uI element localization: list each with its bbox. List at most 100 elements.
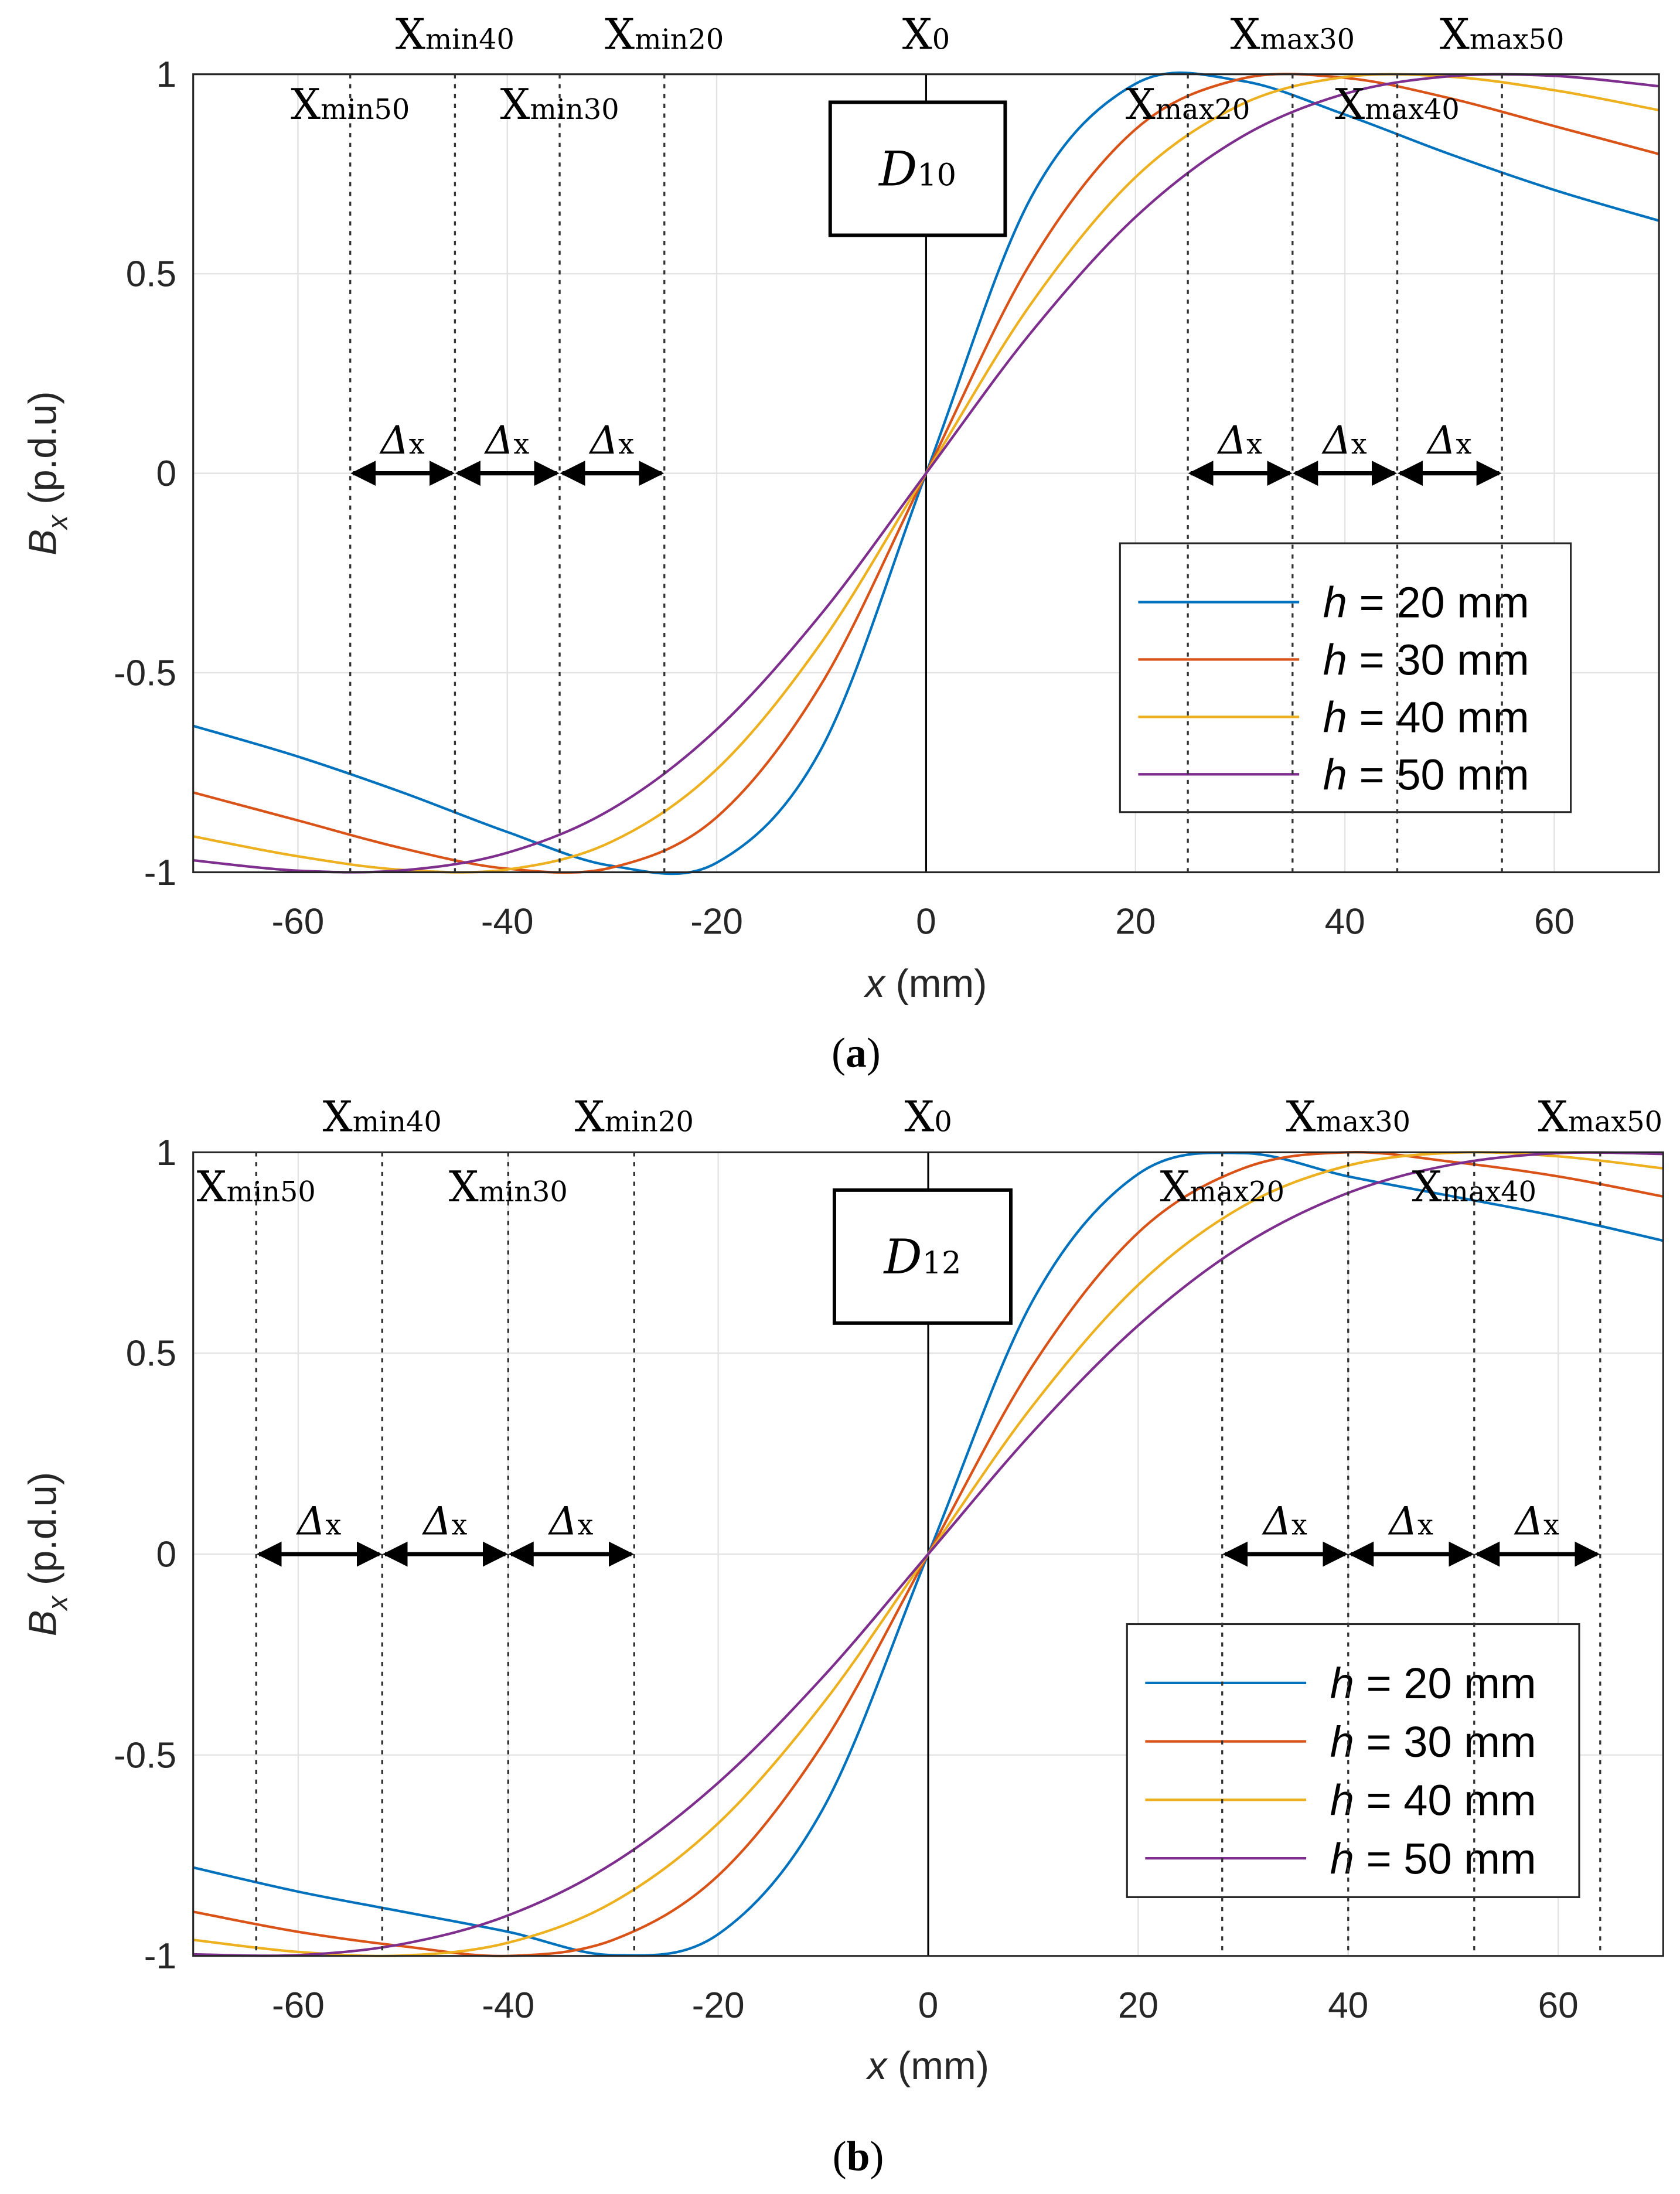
delta-label-sub: x	[1456, 428, 1471, 461]
caption-letter: a	[846, 1030, 867, 1076]
marker-label-max50: Xmax50	[1538, 1092, 1663, 1142]
x-tick-label: -20	[690, 902, 743, 942]
delta-label-main: Δ	[379, 417, 408, 463]
delta-label: Δx	[1321, 417, 1367, 463]
marker-label-sub: min50	[321, 94, 410, 126]
marker-label-min50: Xmin50	[291, 80, 410, 129]
panel-caption: (b)	[833, 2132, 884, 2179]
y-axis-unit: (p.d.u)	[21, 391, 65, 515]
marker-label-sub: min40	[353, 1106, 442, 1139]
delta-label: Δx	[379, 417, 424, 463]
marker-label-sub: max40	[1442, 1176, 1537, 1208]
y-axis-sub: x	[43, 1595, 74, 1612]
delta-label: Δx	[1514, 1498, 1559, 1544]
marker-label-min40: Xmin40	[323, 1092, 442, 1142]
delta-label-main: Δ	[295, 1498, 325, 1544]
legend-var: h	[1330, 1834, 1354, 1883]
x-axis-unit: (mm)	[885, 962, 987, 1006]
caption-paren: (	[832, 1030, 846, 1076]
legend-var: h	[1323, 693, 1347, 742]
delta-label-sub: x	[1417, 1510, 1433, 1542]
delta-label-main: Δ	[1321, 417, 1351, 463]
delta-label-main: Δ	[1514, 1498, 1543, 1544]
marker-label-sub: max30	[1316, 1106, 1411, 1139]
marker-label-max50: Xmax50	[1440, 10, 1565, 59]
delta-label-sub: x	[1351, 428, 1367, 461]
x-axis-unit: (mm)	[887, 2044, 989, 2088]
marker-label-min40: Xmin40	[396, 10, 514, 59]
series-line-h50	[193, 73, 1659, 874]
marker-label-sub: 0	[932, 24, 950, 56]
x-tick-label: 20	[1118, 1985, 1158, 2026]
legend-entry-h40: h = 40 mm	[1330, 1776, 1536, 1825]
y-axis-label: Bx (p.d.u)	[21, 1472, 74, 1636]
delta-label-main: Δ	[547, 1498, 577, 1544]
x-axis-var: x	[865, 2044, 888, 2088]
marker-label-sub: max40	[1365, 94, 1460, 126]
series-line-h50	[193, 1151, 1664, 1957]
marker-label-main: X	[902, 10, 932, 59]
y-axis-sub: x	[43, 514, 74, 530]
marker-label-main: X	[1335, 80, 1365, 129]
marker-label-max30: Xmax30	[1231, 10, 1355, 59]
caption-paren: (	[833, 2132, 847, 2179]
x-tick-label: -20	[692, 1985, 745, 2026]
y-tick-label: 0.5	[126, 254, 176, 295]
legend-entry-h30: h = 30 mm	[1323, 636, 1529, 684]
delta-label-sub: x	[409, 428, 425, 461]
delta-label-sub: x	[618, 428, 634, 461]
delta-label: Δx	[588, 417, 634, 463]
legend-value: = 30 mm	[1347, 636, 1529, 684]
marker-label-main: X	[1440, 10, 1470, 59]
legend-entry-h30: h = 30 mm	[1330, 1718, 1536, 1766]
caption-letter: b	[847, 2132, 870, 2179]
marker-label-max20: Xmax20	[1126, 80, 1250, 129]
delta-label-main: Δ	[1388, 1498, 1417, 1544]
legend-box	[1119, 542, 1572, 813]
x-tick-label: 40	[1325, 902, 1365, 942]
y-axis-var: B	[21, 529, 65, 556]
defect-box	[828, 100, 1007, 237]
marker-label-sub: max30	[1260, 24, 1355, 56]
marker-label-0: X0	[902, 10, 950, 59]
marker-label-max40: Xmax40	[1335, 80, 1460, 129]
x-tick-label: 0	[916, 902, 936, 942]
y-tick-label: -0.5	[114, 1735, 176, 1776]
marker-label-sub: min20	[605, 1106, 694, 1139]
y-tick-label: -1	[144, 853, 176, 893]
legend-value: = 50 mm	[1347, 751, 1529, 799]
x-axis-label: x (mm)	[863, 962, 987, 1006]
marker-label-main: X	[605, 10, 635, 59]
legend-var: h	[1323, 751, 1347, 799]
delta-label: Δx	[1216, 417, 1262, 463]
marker-label-main: X	[575, 1092, 605, 1142]
delta-label-sub: x	[1291, 1510, 1307, 1542]
delta-label-sub: x	[1246, 428, 1262, 461]
marker-label-main: X	[323, 1092, 353, 1142]
legend-value: = 50 mm	[1354, 1834, 1536, 1883]
delta-label-main: Δ	[483, 417, 513, 463]
delta-label-main: Δ	[421, 1498, 451, 1544]
legend-value: = 30 mm	[1354, 1718, 1536, 1766]
y-tick-label: -1	[144, 1936, 176, 1977]
legend-var: h	[1330, 1718, 1354, 1766]
legend-entry-h40: h = 40 mm	[1323, 693, 1529, 742]
marker-label-min20: Xmin20	[575, 1092, 694, 1142]
defect-label-sub: 10	[917, 158, 956, 193]
x-tick-label: 20	[1115, 902, 1156, 942]
defect-label-sub: 12	[922, 1245, 962, 1281]
axes-frame	[192, 1151, 1664, 1957]
marker-label-sub: min20	[635, 24, 724, 56]
legend-value: = 40 mm	[1354, 1776, 1536, 1825]
legend-var: h	[1323, 636, 1347, 684]
delta-label: Δx	[547, 1498, 593, 1544]
y-tick-label: 1	[156, 1133, 176, 1173]
marker-label-main: X	[1231, 10, 1260, 59]
delta-label-sub: x	[577, 1510, 593, 1542]
marker-label-0: X0	[904, 1092, 952, 1142]
chart-panel-a: -60 -40 -20 0 20 40 60 1 0.5 0 -0.5 -1 x (mm) Bx (p.d…	[21, 10, 1660, 1076]
legend-entry-h20: h = 20 mm	[1330, 1659, 1536, 1708]
legend-var: h	[1330, 1776, 1354, 1825]
y-tick-label: 0	[156, 1535, 176, 1575]
